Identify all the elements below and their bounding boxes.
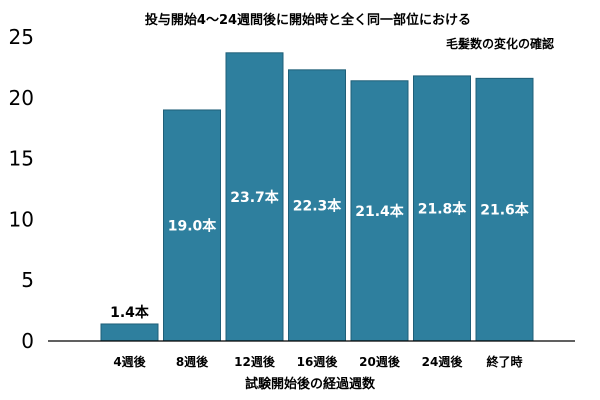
x-tick-label: 終了時 — [486, 354, 522, 369]
bar — [288, 69, 346, 342]
x-tick-label: 20週後 — [359, 354, 401, 369]
x-tick-label: 8週後 — [176, 354, 209, 369]
x-axis: 4週後 8週後 12週後 16週後 20週後 24週後 終了時 — [48, 340, 575, 369]
bar-value-label: 1.4本 — [110, 304, 150, 321]
bar — [100, 323, 159, 342]
bar — [413, 75, 471, 342]
bar — [163, 109, 221, 342]
y-tick-label: 10 — [9, 207, 34, 231]
bar-value-label: 21.8本 — [418, 200, 468, 217]
bar-value-label: 19.0本 — [168, 217, 218, 234]
y-axis: 0 5 10 15 20 25 — [9, 25, 34, 353]
bar-value-label: 21.4本 — [355, 203, 405, 220]
chart-title-line2: 毛髪数の変化の確認 — [446, 36, 554, 51]
x-tick-label: 16週後 — [297, 354, 339, 369]
x-tick-label: 4週後 — [113, 354, 146, 369]
bar — [225, 52, 284, 342]
x-tick-label: 24週後 — [422, 354, 464, 369]
y-tick-label: 15 — [9, 147, 34, 171]
y-tick-label: 5 — [21, 268, 34, 292]
bars-group: 1.4本 19.0本 23.7本 22.3本 21.4本 21.8本 21.6本 — [100, 52, 534, 342]
bar-value-label: 21.6本 — [480, 202, 530, 219]
y-tick-label: 25 — [9, 25, 34, 49]
bar — [350, 80, 409, 342]
bar-value-label: 22.3本 — [293, 197, 343, 214]
y-tick-label: 20 — [9, 86, 34, 110]
x-tick-label: 12週後 — [234, 354, 276, 369]
bar-value-label: 23.7本 — [230, 189, 280, 206]
x-axis-label: 試験開始後の経過週数 — [245, 376, 376, 392]
chart-title-line1: 投与開始4～24週間後に開始時と全く同一部位における — [145, 12, 471, 28]
bar — [475, 77, 534, 342]
y-tick-label: 0 — [21, 329, 34, 353]
